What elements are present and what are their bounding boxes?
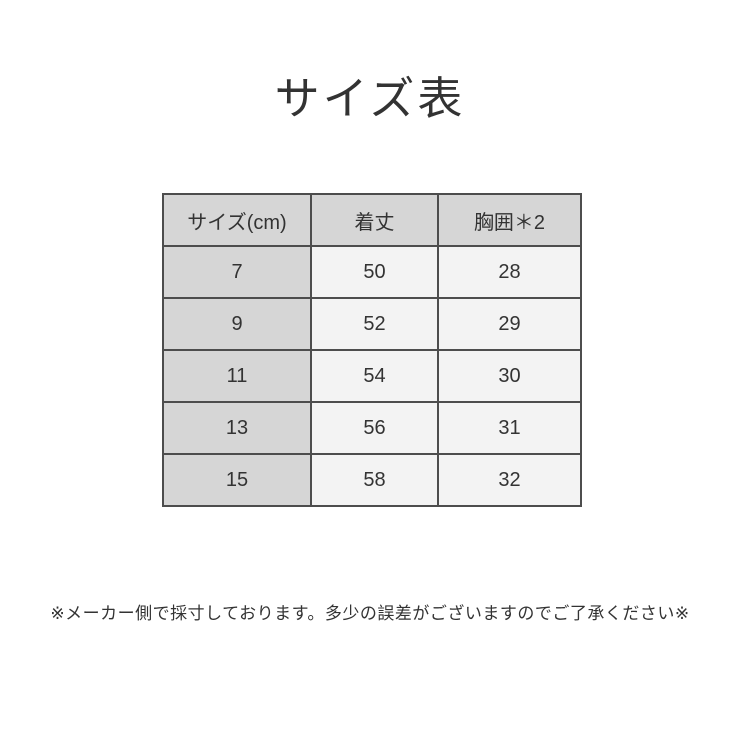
table-cell-length: 52: [310, 297, 439, 351]
table-cell-length: 56: [310, 401, 439, 455]
table-header-row: サイズ(cm) 着丈 胸囲＊2: [162, 193, 582, 247]
header-cell-length: 着丈: [310, 193, 439, 247]
table-row: 11 54 30: [162, 349, 582, 403]
table-cell-length: 50: [310, 245, 439, 299]
header-cell-size: サイズ(cm): [162, 193, 312, 247]
row-header-size: 11: [162, 349, 312, 403]
table-cell-chest: 28: [437, 245, 582, 299]
table-cell-chest: 30: [437, 349, 582, 403]
table-cell-length: 54: [310, 349, 439, 403]
row-header-size: 9: [162, 297, 312, 351]
table-row: 9 52 29: [162, 297, 582, 351]
row-header-size: 15: [162, 453, 312, 507]
table-row: 15 58 32: [162, 453, 582, 507]
size-table: サイズ(cm) 着丈 胸囲＊2 7 50 28 9 52 29 11 54 30: [162, 193, 582, 507]
table-cell-chest: 32: [437, 453, 582, 507]
table-row: 13 56 31: [162, 401, 582, 455]
table-cell-chest: 29: [437, 297, 582, 351]
table-cell-chest: 31: [437, 401, 582, 455]
table-cell-length: 58: [310, 453, 439, 507]
page-title: サイズ表: [274, 73, 466, 124]
header-cell-chest: 胸囲＊2: [437, 193, 582, 247]
measurement-note: ※メーカー側で採寸しております。多少の誤差がございますのでご了承ください※: [50, 604, 690, 623]
row-header-size: 7: [162, 245, 312, 299]
row-header-size: 13: [162, 401, 312, 455]
table-row: 7 50 28: [162, 245, 582, 299]
